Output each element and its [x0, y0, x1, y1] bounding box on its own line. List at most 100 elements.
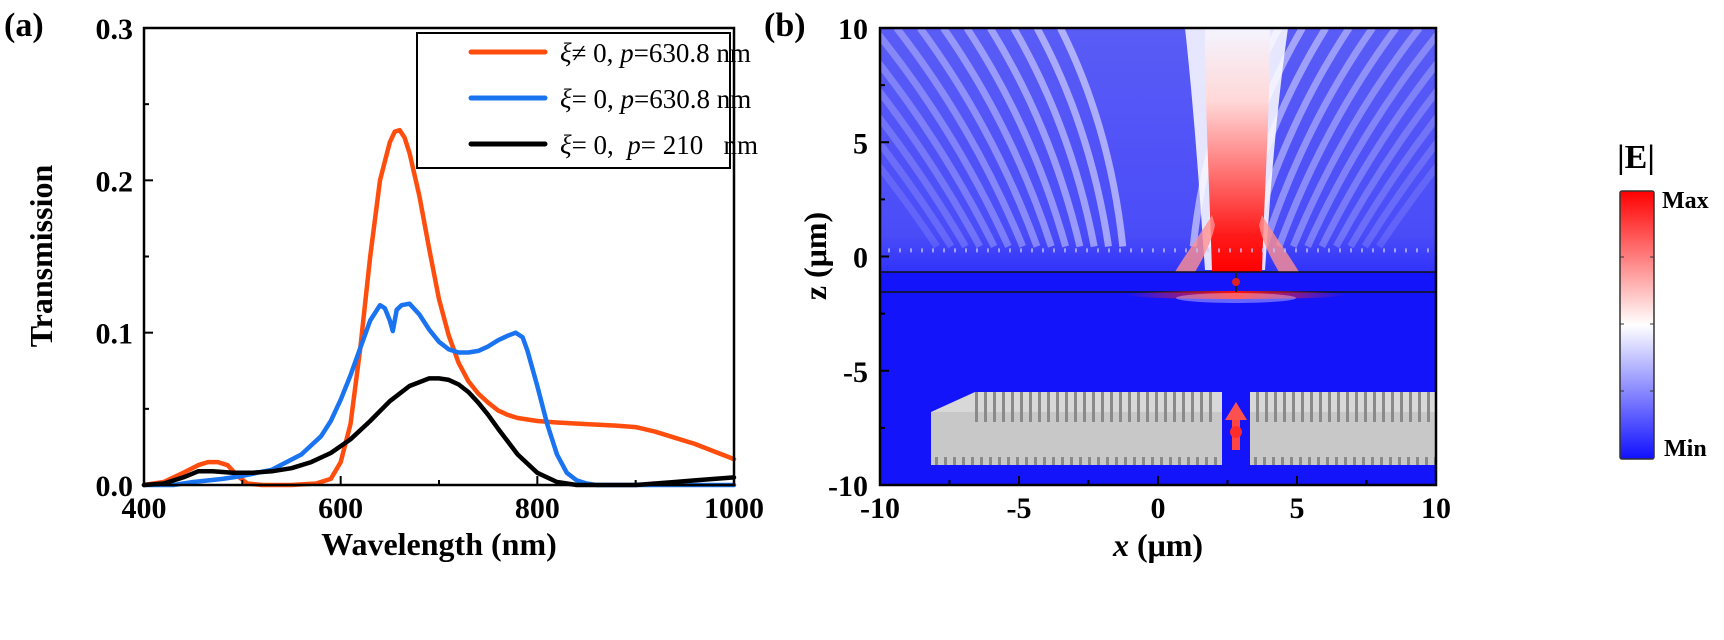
groove-bottom [1106, 457, 1109, 465]
grating-dot [1350, 248, 1352, 253]
groove [1391, 392, 1394, 422]
colorbar-min-label: Min [1664, 436, 1707, 462]
x-tick-label: 800 [515, 492, 560, 525]
x-tick-label: 600 [318, 492, 363, 525]
y-tick-label: 5 [853, 127, 868, 160]
fringe [1261, 28, 1376, 248]
groove [1373, 392, 1376, 422]
groove [975, 392, 978, 422]
x-tick-label: -5 [1007, 492, 1032, 525]
tick-labels-b: -10 -5 0 5 10 -10 -5 0 5 10 [828, 13, 1451, 525]
groove [1319, 392, 1322, 422]
x-tick-label: -10 [860, 492, 900, 525]
groove-bottom [1272, 457, 1275, 465]
groove [1490, 392, 1493, 422]
groove [1283, 392, 1286, 422]
x-tick-label: 10 [1421, 492, 1451, 525]
groove [1020, 392, 1023, 422]
grating-dot [1339, 248, 1341, 253]
y-tick-label: 0.3 [96, 13, 134, 46]
groove [1065, 392, 1068, 422]
grating-dot [1306, 248, 1308, 253]
groove-bottom [1254, 457, 1257, 465]
groove-bottom [1263, 457, 1266, 465]
groove [1011, 392, 1014, 422]
fringe [1361, 138, 1436, 249]
groove [1101, 392, 1104, 422]
fringe [1010, 28, 1098, 248]
grating-dot [943, 248, 945, 253]
groove-bottom [1398, 457, 1401, 465]
groove [1418, 392, 1421, 422]
groove [984, 392, 987, 422]
y-tick-label: 10 [838, 13, 868, 46]
groove-bottom [1317, 457, 1320, 465]
grating-dot [1295, 248, 1297, 253]
groove [1472, 392, 1475, 422]
grating-dot [1229, 248, 1231, 253]
fringe [880, 86, 983, 249]
grating-dot [910, 248, 912, 253]
groove [1400, 392, 1403, 422]
fringe [1333, 86, 1436, 249]
grating-dot [1383, 248, 1385, 253]
fringe [1347, 113, 1436, 249]
groove [1265, 392, 1268, 422]
groove [1047, 392, 1050, 422]
interference-fringes [880, 28, 1436, 249]
fringe [1318, 59, 1436, 249]
y-tick-label: 0.2 [96, 165, 134, 198]
groove-bottom [1079, 457, 1082, 465]
side-lobe-left [1175, 215, 1215, 272]
groove-bottom [944, 457, 947, 465]
legend-item-1: ξ= 0, p=630.8 nm [468, 84, 751, 114]
legend-label: ξ≠ 0, p=630.8 nm [560, 38, 751, 68]
upper-region [880, 28, 1436, 272]
colorbar-max-label: Max [1662, 188, 1709, 214]
groove-bottom [1344, 457, 1347, 465]
fringe [880, 138, 955, 249]
grating-dot [899, 248, 901, 253]
fringe [963, 28, 1069, 248]
grating-dot [1152, 248, 1154, 253]
grating-dot [1075, 248, 1077, 253]
x-tick-label: 400 [122, 492, 167, 525]
groove-bottom [1380, 457, 1383, 465]
groove [1074, 392, 1077, 422]
grating-dot [1240, 248, 1242, 253]
grating-dot [1119, 248, 1121, 253]
grating-dot [1086, 248, 1088, 253]
grating-dot [1196, 248, 1198, 253]
groove-bottom [1452, 457, 1455, 465]
groove [1328, 392, 1331, 422]
grating-dot [1130, 248, 1132, 253]
axis-ticks-a [143, 27, 735, 486]
fringe [880, 113, 969, 249]
groove-bottom [1407, 457, 1410, 465]
groove-bottom [1034, 457, 1037, 465]
fringe [880, 30, 1012, 248]
device-inset [931, 392, 1493, 465]
groove [1092, 392, 1095, 422]
grating-dot [1416, 248, 1418, 253]
groove [1364, 392, 1367, 422]
groove [1056, 392, 1059, 422]
groove-bottom [1142, 457, 1145, 465]
groove-bottom [1281, 457, 1284, 465]
groove-bottom [1160, 457, 1163, 465]
groove [993, 392, 996, 422]
fringe [1290, 28, 1423, 248]
groove-bottom [1043, 457, 1046, 465]
groove-bottom [1205, 457, 1208, 465]
groove-bottom [1371, 457, 1374, 465]
grating-dot [1053, 248, 1055, 253]
groove-bottom [1416, 457, 1419, 465]
groove [1182, 392, 1185, 422]
groove-bottom [1025, 457, 1028, 465]
side-lobe-right [1259, 215, 1299, 272]
fringe [1304, 30, 1436, 248]
groove-bottom [1151, 457, 1154, 465]
dipole-arrow-icon [1225, 402, 1247, 450]
groove-bottom [971, 457, 974, 465]
groove-bottom [1133, 457, 1136, 465]
